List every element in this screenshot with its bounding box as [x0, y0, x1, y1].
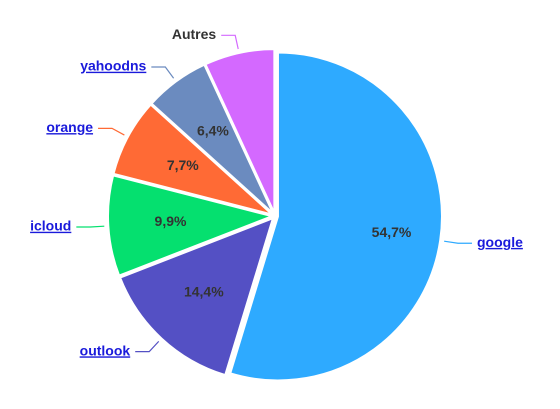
value-label: 6,4% [197, 122, 229, 138]
category-label[interactable]: icloud [30, 218, 71, 234]
category-label[interactable]: yahoodns [80, 58, 146, 74]
value-label: 54,7% [372, 224, 412, 240]
leader-line [444, 240, 472, 244]
category-label: Autres [172, 26, 217, 42]
pie-slice [118, 216, 275, 377]
pie-slice [228, 51, 443, 382]
leader-line [98, 127, 125, 136]
pie-slice [150, 63, 275, 215]
leader-line [76, 225, 105, 228]
pie-slice [204, 48, 276, 214]
value-label: 7,7% [167, 157, 199, 173]
category-label[interactable]: outlook [80, 342, 131, 358]
leader-line [221, 34, 239, 50]
leader-line [135, 340, 160, 353]
category-label[interactable]: orange [46, 119, 93, 135]
category-label[interactable]: google [477, 234, 523, 250]
value-label: 9,9% [155, 213, 187, 229]
value-label: 14,4% [184, 283, 224, 299]
pie-slice [107, 174, 276, 277]
pie-slice [112, 103, 274, 216]
leader-line [151, 66, 175, 79]
